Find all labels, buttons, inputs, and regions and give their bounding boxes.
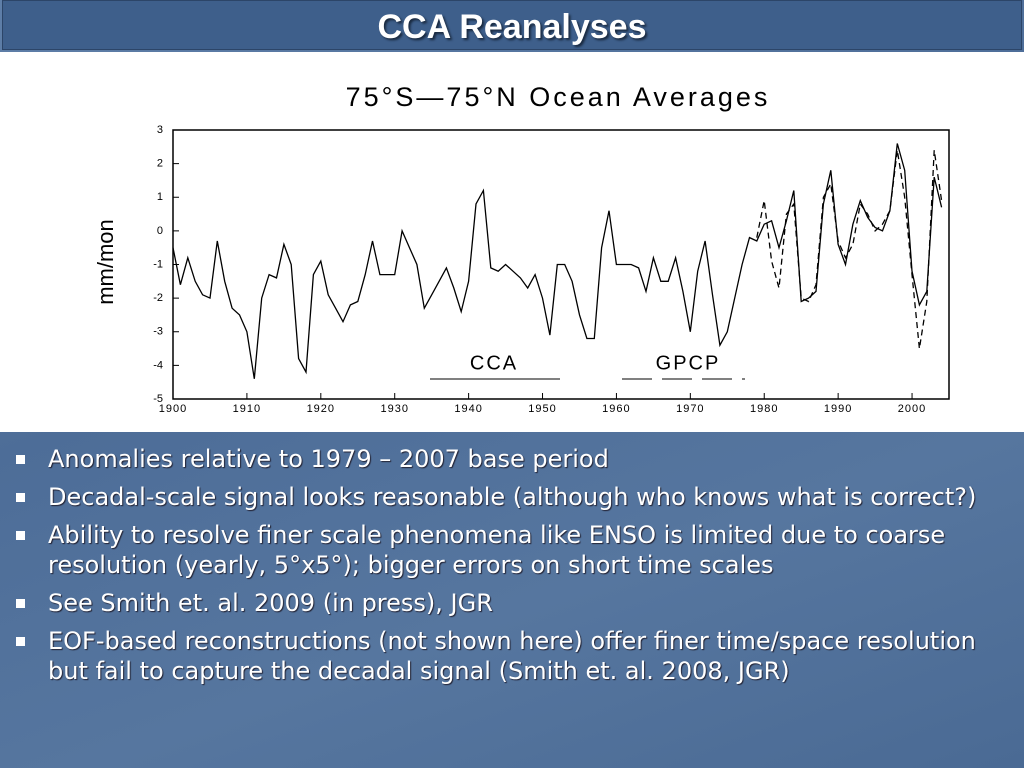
x-tick-label: 1970	[676, 403, 704, 415]
y-tick-label: 3	[157, 124, 163, 136]
x-tick-label: 1960	[602, 403, 630, 415]
x-tick-label: 1950	[528, 403, 556, 415]
x-tick-label: 2000	[898, 403, 926, 415]
y-tick-label: -5	[153, 393, 163, 405]
data-line	[172, 143, 943, 379]
y-tick-label: -3	[153, 326, 163, 338]
x-tick-label: 1990	[824, 403, 852, 415]
x-tick-label: 1910	[233, 403, 261, 415]
x-tick-label: 1980	[750, 403, 778, 415]
bullet-list: Anomalies relative to 1979 – 2007 base p…	[14, 444, 1004, 694]
bullet: Ability to resolve finer scale phenomena…	[14, 520, 1004, 580]
x-tick-label: 1900	[159, 403, 187, 415]
chart-area: 75°S—75°N Ocean Averages mm/mon -5 -4 -3 -2…	[0, 52, 1024, 432]
y-tick-label: -2	[153, 292, 163, 304]
bullet: Anomalies relative to 1979 – 2007 base p…	[14, 444, 1004, 474]
y-tick-label: -1	[153, 258, 163, 270]
legend-label: CCA	[470, 352, 518, 374]
slide-title: CCA Reanalyses	[2, 0, 1022, 50]
y-tick-label: -4	[153, 359, 163, 371]
y-axis-label: mm/mon	[93, 219, 118, 305]
x-tick-label: 1920	[307, 403, 335, 415]
bullet: See Smith et. al. 2009 (in press), JGR	[14, 588, 1004, 618]
y-tick-label: 1	[157, 191, 163, 203]
data-line	[756, 150, 943, 349]
x-tick-label: 1930	[380, 403, 408, 415]
bullet: Decadal-scale signal looks reasonable (a…	[14, 482, 1004, 512]
y-tick-label: 0	[157, 225, 163, 237]
y-tick-label: 2	[157, 158, 163, 170]
legend-label: GPCP	[656, 352, 721, 374]
chart: 75°S—75°N Ocean Averages mm/mon -5 -4 -3 -2…	[93, 82, 950, 415]
x-tick-label: 1940	[454, 403, 482, 415]
bullet: EOF-based reconstructions (not shown her…	[14, 626, 1004, 686]
chart-title: 75°S—75°N Ocean Averages	[346, 82, 771, 112]
